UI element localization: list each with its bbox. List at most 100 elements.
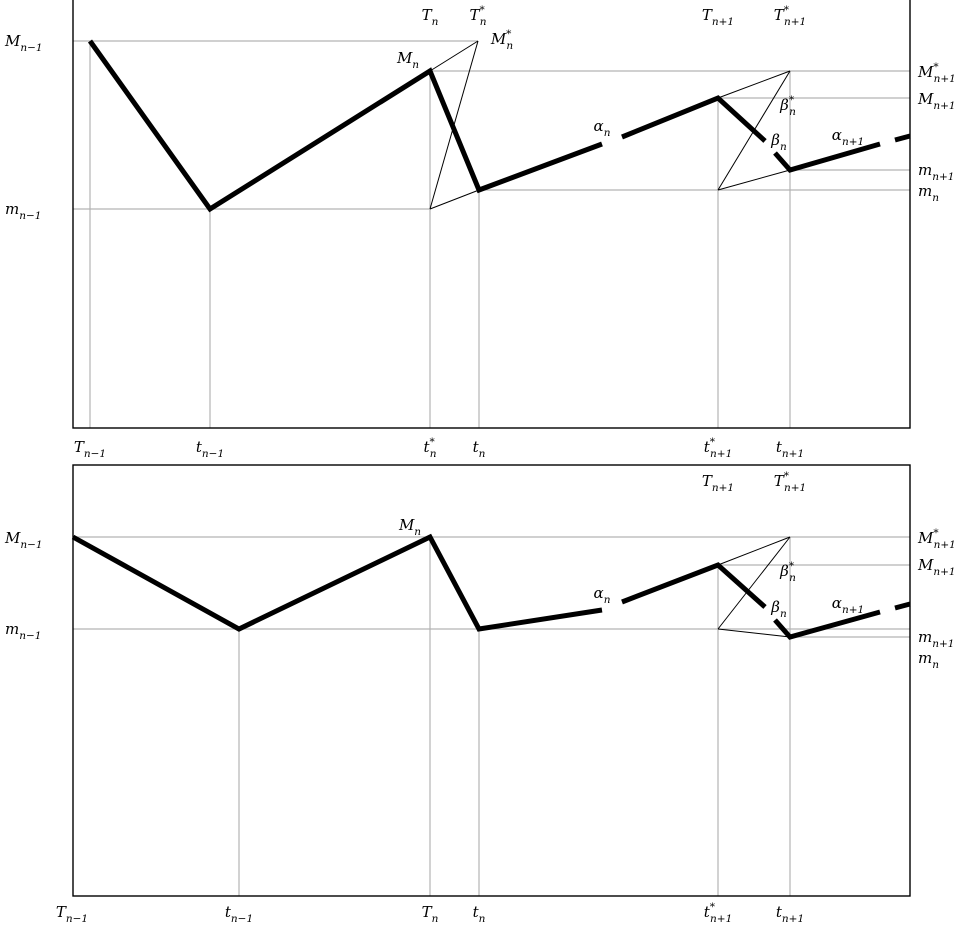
label-sub: n+1 xyxy=(842,604,864,616)
path-segment xyxy=(894,601,911,611)
label-sub: n+1 xyxy=(932,171,954,183)
label-sub: n+1 xyxy=(710,913,732,925)
label-base: β xyxy=(770,131,780,149)
label-base: α xyxy=(832,126,842,144)
label-sub: n+1 xyxy=(784,16,806,28)
label-base: M xyxy=(396,49,413,67)
label-base: M xyxy=(398,516,415,534)
construction-line xyxy=(717,70,791,99)
label-sub: n xyxy=(432,913,439,925)
label-m-prev: mn−1 xyxy=(5,620,41,642)
label-base: T xyxy=(74,438,85,456)
label-tstar-next: t* n+1 xyxy=(704,901,733,925)
label-sup: * xyxy=(480,4,486,16)
label-sub: n xyxy=(780,141,787,153)
label-sub: n−1 xyxy=(19,630,41,642)
label-base: α xyxy=(594,584,604,602)
label-sub: n xyxy=(604,127,611,139)
panel-frames xyxy=(72,0,911,897)
label-base: m xyxy=(5,200,19,218)
label-base: M xyxy=(917,556,934,574)
label-t-n: tn xyxy=(473,438,486,460)
label-sub: n−1 xyxy=(84,448,106,460)
label-T-prev: Tn−1 xyxy=(74,438,106,460)
label-sub: n xyxy=(932,659,939,671)
label-sup: * xyxy=(784,4,790,16)
label-sub: n−1 xyxy=(20,42,42,54)
process-path xyxy=(71,39,911,640)
label-t-prev: tn−1 xyxy=(225,903,253,925)
label-sub: n xyxy=(479,448,486,460)
panel-frame-bottom xyxy=(72,464,911,897)
label-T-n: Tn xyxy=(422,903,439,925)
label-sub: n+1 xyxy=(712,482,734,494)
label-sub: n xyxy=(789,106,796,118)
label-m-n: mn xyxy=(918,182,939,204)
label-base: M xyxy=(4,32,21,50)
label-Mstar-n: M* n xyxy=(490,28,514,52)
label-base: β xyxy=(779,562,789,580)
label-t-n: tn xyxy=(473,903,486,925)
path-segment xyxy=(773,609,881,640)
label-alpha-next: αn+1 xyxy=(832,594,864,616)
label-m-n: mn xyxy=(918,649,939,671)
label-M-next: Mn+1 xyxy=(917,90,956,112)
path-segment xyxy=(621,562,767,609)
label-sub: n−1 xyxy=(19,210,41,222)
label-M-next: Mn+1 xyxy=(917,556,956,578)
label-tstar-next: t* n+1 xyxy=(704,436,733,460)
label-base: t xyxy=(225,903,232,921)
label-sub: n+1 xyxy=(782,448,804,460)
label-base: m xyxy=(918,649,932,667)
label-base: t xyxy=(704,438,711,456)
label-base: T xyxy=(422,6,433,24)
construction-line xyxy=(429,40,479,72)
label-sub: n xyxy=(932,192,939,204)
label-M-prev: Mn−1 xyxy=(4,32,43,54)
label-sub: n+1 xyxy=(933,100,955,112)
guide-lines xyxy=(73,40,910,896)
label-m-next: mn+1 xyxy=(918,161,954,183)
label-sub: n xyxy=(480,16,487,28)
label-sub: n−1 xyxy=(202,448,224,460)
panel-frame-top xyxy=(72,0,911,429)
path-segment xyxy=(621,95,767,143)
label-sub: n−1 xyxy=(231,913,253,925)
label-alpha-n: αn xyxy=(594,584,611,606)
label-T-next: Tn+1 xyxy=(702,472,734,494)
label-sub: n+1 xyxy=(784,482,806,494)
label-sup: * xyxy=(784,470,790,482)
label-sup: * xyxy=(789,560,795,572)
label-base: M xyxy=(917,63,934,81)
construction-line xyxy=(429,189,480,210)
label-base: T xyxy=(702,6,713,24)
label-alpha-n: αn xyxy=(594,117,611,139)
label-sub: n+1 xyxy=(934,539,956,551)
label-base: t xyxy=(423,438,430,456)
label-sub: n+1 xyxy=(933,566,955,578)
label-base: T xyxy=(774,472,785,490)
label-base: M xyxy=(917,529,934,547)
label-base: α xyxy=(832,594,842,612)
label-sup: * xyxy=(710,436,716,448)
label-sub: n xyxy=(789,572,796,584)
construction-line xyxy=(717,536,791,630)
label-base: t xyxy=(776,903,783,921)
label-betastar-n: β* n xyxy=(779,560,796,584)
label-M-n: Mn xyxy=(396,49,419,71)
label-sub: n xyxy=(414,526,421,538)
label-sup: * xyxy=(430,436,436,448)
label-sup: * xyxy=(710,901,716,913)
label-sub: n xyxy=(479,913,486,925)
label-sub: n+1 xyxy=(842,136,864,148)
label-sup: * xyxy=(933,61,939,73)
label-t-next: tn+1 xyxy=(776,903,804,925)
label-m-next: mn+1 xyxy=(918,628,954,650)
label-sup: * xyxy=(789,94,795,106)
construction-line xyxy=(717,536,791,566)
label-base: t xyxy=(196,438,203,456)
label-base: M xyxy=(4,529,21,547)
label-sub: n xyxy=(604,594,611,606)
